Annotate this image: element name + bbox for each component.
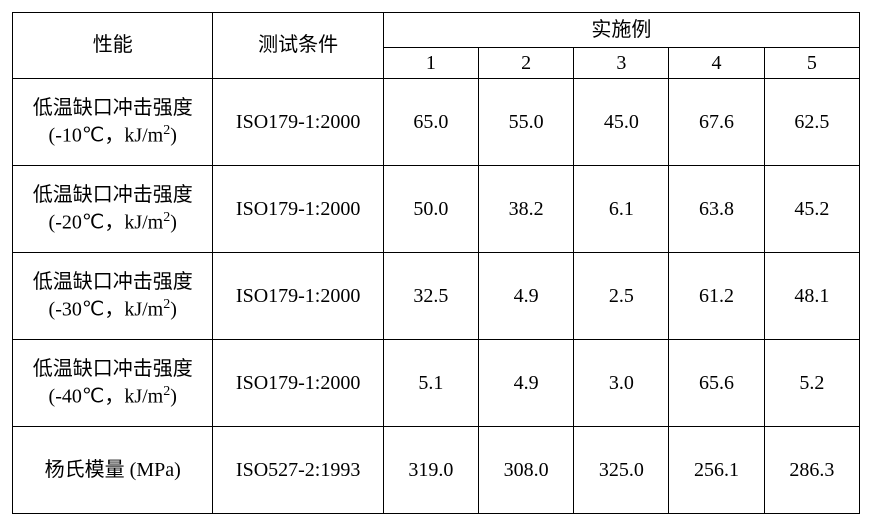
property-line-1: 低温缺口冲击强度 — [13, 356, 212, 383]
cell-condition: ISO179-1:2000 — [213, 79, 383, 166]
cell-value: 256.1 — [669, 427, 764, 514]
col-header-group: 实施例 — [383, 13, 859, 48]
cell-property: 低温缺口冲击强度(-10℃，kJ/m2) — [13, 79, 213, 166]
cell-value: 32.5 — [383, 253, 478, 340]
cell-value: 325.0 — [574, 427, 669, 514]
cell-value: 5.2 — [764, 340, 859, 427]
cell-value: 50.0 — [383, 166, 478, 253]
cell-value: 67.6 — [669, 79, 764, 166]
cell-value: 3.0 — [574, 340, 669, 427]
cell-property: 杨氏模量 (MPa) — [13, 427, 213, 514]
table-row: 杨氏模量 (MPa)ISO527-2:1993319.0308.0325.025… — [13, 427, 860, 514]
cell-condition: ISO527-2:1993 — [213, 427, 383, 514]
cell-value: 4.9 — [479, 253, 574, 340]
cell-value: 48.1 — [764, 253, 859, 340]
property-line-1: 低温缺口冲击强度 — [13, 182, 212, 209]
cell-value: 63.8 — [669, 166, 764, 253]
property-line-1: 低温缺口冲击强度 — [13, 95, 212, 122]
col-header-property: 性能 — [13, 13, 213, 79]
property-line-2: (-30℃，kJ/m2) — [13, 296, 212, 324]
cell-condition: ISO179-1:2000 — [213, 253, 383, 340]
cell-value: 4.9 — [479, 340, 574, 427]
col-header-example-2: 2 — [479, 48, 574, 79]
cell-value: 65.0 — [383, 79, 478, 166]
col-header-example-4: 4 — [669, 48, 764, 79]
property-line-2: (-20℃，kJ/m2) — [13, 209, 212, 237]
material-properties-table: 性能 测试条件 实施例 1 2 3 4 5 低温缺口冲击强度(-10℃，kJ/m… — [12, 12, 860, 514]
col-header-condition: 测试条件 — [213, 13, 383, 79]
table-body: 低温缺口冲击强度(-10℃，kJ/m2)ISO179-1:200065.055.… — [13, 79, 860, 514]
cell-condition: ISO179-1:2000 — [213, 340, 383, 427]
cell-value: 62.5 — [764, 79, 859, 166]
cell-value: 5.1 — [383, 340, 478, 427]
cell-value: 45.0 — [574, 79, 669, 166]
cell-condition: ISO179-1:2000 — [213, 166, 383, 253]
table-row: 低温缺口冲击强度(-30℃，kJ/m2)ISO179-1:200032.54.9… — [13, 253, 860, 340]
cell-value: 2.5 — [574, 253, 669, 340]
cell-property: 低温缺口冲击强度(-30℃，kJ/m2) — [13, 253, 213, 340]
cell-value: 61.2 — [669, 253, 764, 340]
table-row: 低温缺口冲击强度(-20℃，kJ/m2)ISO179-1:200050.038.… — [13, 166, 860, 253]
table-row: 低温缺口冲击强度(-40℃，kJ/m2)ISO179-1:20005.14.93… — [13, 340, 860, 427]
cell-value: 38.2 — [479, 166, 574, 253]
property-line-2: (-10℃，kJ/m2) — [13, 122, 212, 150]
cell-value: 55.0 — [479, 79, 574, 166]
col-header-example-5: 5 — [764, 48, 859, 79]
cell-value: 286.3 — [764, 427, 859, 514]
cell-property: 低温缺口冲击强度(-40℃，kJ/m2) — [13, 340, 213, 427]
col-header-example-3: 3 — [574, 48, 669, 79]
property-line-1: 低温缺口冲击强度 — [13, 269, 212, 296]
cell-property: 低温缺口冲击强度(-20℃，kJ/m2) — [13, 166, 213, 253]
cell-value: 308.0 — [479, 427, 574, 514]
cell-value: 45.2 — [764, 166, 859, 253]
cell-value: 6.1 — [574, 166, 669, 253]
cell-value: 65.6 — [669, 340, 764, 427]
property-line-2: (-40℃，kJ/m2) — [13, 383, 212, 411]
col-header-example-1: 1 — [383, 48, 478, 79]
table-row: 低温缺口冲击强度(-10℃，kJ/m2)ISO179-1:200065.055.… — [13, 79, 860, 166]
cell-value: 319.0 — [383, 427, 478, 514]
